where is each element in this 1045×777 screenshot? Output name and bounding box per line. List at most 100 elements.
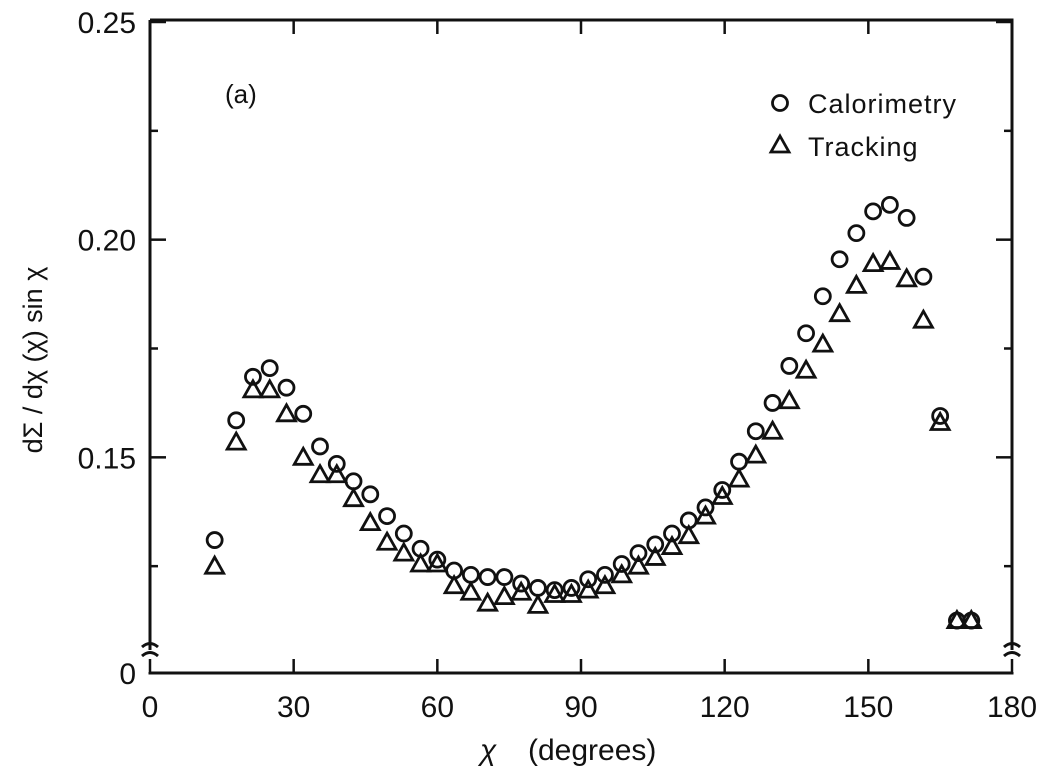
y-tick-label: 0	[119, 658, 136, 691]
point-tracking	[492, 584, 516, 606]
y-tick-label: 0.25	[78, 7, 136, 40]
point-tracking	[912, 308, 935, 329]
point-calorimetry	[797, 324, 815, 343]
panel-label: (a)	[225, 79, 257, 109]
point-tracking	[861, 251, 885, 273]
point-tracking	[543, 582, 567, 603]
point-calorimetry	[277, 378, 296, 397]
y-axis-break-left	[141, 642, 159, 658]
point-calorimetry	[260, 359, 279, 377]
point-tracking	[593, 573, 617, 595]
point-tracking	[878, 249, 902, 270]
point-calorimetry	[344, 472, 363, 491]
point-calorimetry	[763, 394, 782, 412]
point-calorimetry	[780, 357, 799, 375]
legend-marker-tracking	[768, 133, 792, 154]
point-tracking	[375, 530, 399, 551]
point-tracking	[610, 563, 634, 584]
y-axis-label: dΣ / dχ (χ) sin χ	[18, 267, 48, 454]
point-tracking	[425, 552, 449, 573]
point-calorimetry	[361, 485, 380, 504]
x-tick-label: 180	[987, 691, 1037, 724]
point-calorimetry	[244, 367, 262, 386]
point-tracking	[895, 266, 919, 288]
point-calorimetry	[864, 202, 883, 221]
point-tracking	[241, 378, 265, 399]
point-calorimetry	[813, 287, 832, 306]
point-calorimetry	[529, 579, 547, 597]
point-tracking	[560, 582, 583, 603]
point-tracking	[203, 554, 227, 575]
point-calorimetry	[378, 507, 396, 526]
legend: Calorimetry Tracking	[768, 89, 957, 162]
point-tracking	[576, 578, 600, 599]
point-tracking	[627, 554, 650, 575]
point-calorimetry	[612, 555, 631, 573]
point-calorimetry	[512, 574, 531, 593]
point-calorimetry	[205, 531, 224, 549]
x-tick-label: 60	[421, 691, 454, 724]
point-tracking	[459, 580, 483, 601]
point-tracking	[308, 462, 332, 484]
series-tracking	[203, 249, 983, 629]
point-tracking	[710, 484, 734, 505]
x-axis-title: χ (degrees)	[477, 734, 656, 767]
legend-label-tracking: Tracking	[808, 132, 919, 162]
point-tracking	[526, 593, 550, 614]
point-tracking	[727, 467, 751, 488]
point-calorimetry	[394, 524, 413, 543]
point-calorimetry	[495, 568, 514, 586]
point-calorimetry	[696, 498, 715, 517]
point-tracking	[442, 573, 466, 595]
point-calorimetry	[478, 568, 497, 586]
point-tracking	[476, 591, 500, 612]
point-calorimetry	[629, 544, 648, 563]
point-calorimetry	[730, 452, 748, 471]
point-calorimetry	[646, 535, 665, 554]
x-axis-label: χ	[477, 734, 497, 767]
point-tracking	[358, 510, 382, 532]
point-calorimetry	[897, 208, 916, 227]
point-tracking	[744, 443, 768, 464]
point-calorimetry	[596, 565, 614, 584]
point-tracking	[258, 378, 282, 399]
x-tick-label: 0	[142, 691, 159, 724]
legend-label-calorimetry: Calorimetry	[808, 89, 957, 119]
point-tracking	[509, 580, 533, 601]
point-tracking	[959, 608, 983, 629]
point-tracking	[224, 430, 248, 451]
x-axis-unit: (degrees)	[528, 734, 656, 767]
point-tracking	[342, 486, 365, 508]
point-calorimetry	[311, 437, 329, 456]
point-calorimetry	[327, 454, 346, 473]
point-tracking	[275, 401, 298, 423]
x-tick-label: 30	[277, 691, 310, 724]
point-tracking	[694, 504, 717, 525]
series-calorimetry	[205, 195, 981, 630]
ticks: 0 30 60 90 120 150 180 0 0.15 0.20 0.25	[78, 7, 1037, 724]
point-calorimetry	[746, 422, 765, 441]
point-tracking	[409, 552, 432, 573]
point-calorimetry	[914, 267, 933, 286]
point-tracking	[660, 534, 684, 555]
point-tracking	[325, 462, 349, 484]
point-calorimetry	[461, 565, 480, 584]
x-tick-label: 150	[843, 691, 893, 724]
point-tracking	[794, 358, 818, 379]
point-tracking	[945, 608, 969, 629]
point-calorimetry	[562, 579, 581, 597]
point-tracking	[811, 332, 835, 353]
legend-marker-calorimetry	[771, 94, 789, 112]
point-calorimetry	[880, 195, 899, 214]
y-axis-break-right	[1003, 642, 1021, 658]
point-calorimetry	[227, 411, 246, 430]
point-tracking	[844, 273, 868, 294]
point-tracking	[291, 445, 315, 466]
x-tick-label: 120	[700, 691, 750, 724]
point-calorimetry	[830, 250, 849, 269]
x-tick-label: 90	[564, 691, 597, 724]
point-calorimetry	[579, 570, 598, 589]
point-calorimetry	[931, 407, 950, 425]
point-tracking	[677, 523, 701, 545]
